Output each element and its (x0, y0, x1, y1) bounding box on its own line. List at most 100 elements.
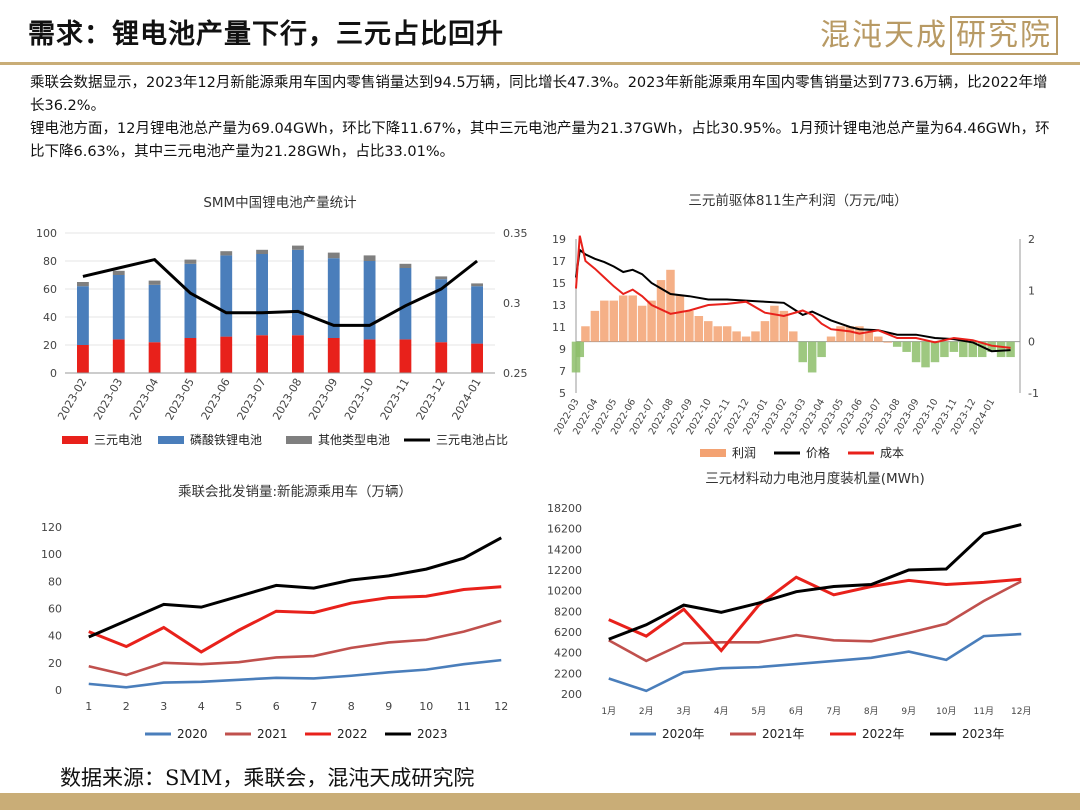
profit-bar (826, 336, 836, 342)
profit-bar (694, 316, 704, 342)
x-tick-label: 2023-04 (127, 376, 161, 422)
x-tick-label: 12月 (1011, 706, 1031, 717)
chart-svg: 三元前驱体811生产利润（万元/吨）5791113151719-10122022… (552, 192, 1039, 460)
legend-item-label: 2023年 (962, 727, 1005, 741)
profit-bar (817, 341, 826, 358)
x-tick-label: 4月 (714, 706, 729, 717)
y2-tick-label: 0 (1028, 336, 1035, 349)
profit-bar (760, 321, 770, 342)
legend-item-label: 2020 (177, 727, 208, 741)
bar-磷酸铁锂电池 (363, 261, 376, 340)
bar-磷酸铁锂电池 (471, 286, 483, 344)
logo-main: 混沌天成 (820, 18, 948, 53)
x-tick-label: 2023-09 (306, 376, 340, 422)
legend-item-label: 磷酸铁锂电池 (190, 432, 262, 447)
bar-三元电池 (292, 335, 304, 373)
y-tick-label: 11 (552, 321, 566, 334)
y-tick-label: 8200 (554, 605, 582, 618)
profit-bar (911, 341, 921, 363)
bar-其他类型电池 (363, 255, 376, 261)
profit-bar (741, 336, 751, 342)
profit-bar (836, 326, 845, 342)
title-rule (0, 62, 1080, 65)
y-tick-label: 120 (41, 521, 62, 534)
chart-title: 三元材料动力电池月度装机量(MWh) (705, 471, 925, 487)
x-tick-label: 8 (348, 700, 355, 713)
y-tick-label: 15 (552, 277, 566, 290)
y-tick-label: 10200 (547, 585, 582, 598)
y-tick-label: 40 (43, 311, 57, 324)
intro-paragraph-battery: 锂电池方面，12月锂电池总产量为69.04GWh，环比下降11.67%，其中三元… (30, 121, 1050, 160)
y-tick-label: 18200 (547, 502, 582, 515)
x-tick-label: 2023-08 (270, 376, 304, 422)
bar-其他类型电池 (148, 280, 161, 285)
profit-bar (864, 331, 874, 342)
line-价格 (575, 248, 1011, 353)
ncm-installs-chart: 三元材料动力电池月度装机量(MWh) 200 2200 4200 6200 8200 102… (540, 465, 1070, 750)
x-tick-label: 2 (123, 700, 130, 713)
profit-bar (666, 269, 675, 342)
legend-item-label: 其他类型电池 (318, 433, 390, 447)
bar-其他类型电池 (220, 251, 233, 256)
line-2020 (88, 658, 502, 689)
precursor-profit-chart: 三元前驱体811生产利润（万元/吨） 5 7 9 11 13 15 17 19 -1 0 1 2 2022… (540, 185, 1070, 460)
profit-bar (571, 341, 581, 373)
intro-paragraph-sales: 乘联会数据显示，2023年12月新能源乘用车国内零售销量达到94.5万辆，同比增… (30, 75, 1048, 114)
bar-三元电池 (148, 342, 161, 373)
x-tick-label: 4 (198, 700, 205, 713)
profit-bar (977, 341, 987, 358)
bar-其他类型电池 (399, 263, 412, 268)
profit-bar (996, 341, 1006, 358)
profit-bar (798, 341, 807, 363)
bar-其他类型电池 (112, 270, 125, 275)
profit-bar (940, 341, 949, 358)
profit-bar (949, 341, 959, 352)
profit-bar (675, 295, 685, 342)
bar-磷酸铁锂电池 (112, 275, 125, 340)
y-tick-label: 0 (50, 367, 57, 380)
x-tick-label: 2023-10 (342, 376, 376, 422)
profit-bar (874, 336, 883, 342)
legend-item-label: 价格 (806, 445, 830, 460)
bar-三元电池 (327, 338, 340, 373)
profit-bar (1006, 341, 1015, 358)
y-tick-label: 2200 (554, 667, 582, 680)
y-tick-label: 200 (561, 688, 582, 701)
x-tick-label: 9月 (901, 706, 916, 717)
x-tick-label: 8月 (864, 706, 879, 717)
y-tick-label: 100 (41, 548, 62, 561)
profit-bar (628, 295, 637, 342)
legend-item-label: 2023 (417, 727, 448, 741)
bar-三元电池 (184, 338, 197, 373)
y-tick-label: 5 (559, 387, 566, 400)
y2-tick-label: 0.3 (503, 297, 521, 310)
legend-item-label: 成本 (880, 446, 904, 460)
logo-boxed: 研究院 (950, 16, 1058, 55)
y-tick-label: 4200 (554, 647, 582, 660)
line-2022 (88, 585, 502, 654)
profit-bar (807, 341, 817, 373)
profit-bar (845, 326, 855, 342)
y-tick-label: 20 (43, 339, 57, 352)
profit-bar (637, 305, 647, 342)
profit-bar (959, 341, 968, 358)
legend-item-label: 利润 (732, 446, 756, 460)
bar-三元电池 (256, 335, 268, 373)
x-tick-label: 11 (457, 700, 471, 713)
legend-item-label: 2021 (257, 727, 288, 741)
x-tick-label: 5月 (751, 706, 766, 717)
profit-bar (789, 331, 798, 342)
profit-bar (685, 310, 694, 342)
profit-bar (600, 300, 609, 342)
y2-tick-label: -1 (1028, 387, 1039, 400)
x-tick-label: 9 (385, 700, 392, 713)
x-tick-label: 2023-07 (234, 376, 268, 422)
x-tick-label: 2月 (639, 706, 654, 717)
y2-tick-label: 0.35 (503, 227, 528, 240)
y2-tick-label: 2 (1028, 233, 1035, 246)
line-2023 (88, 536, 502, 639)
profit-bar (656, 280, 666, 342)
y-tick-label: 60 (48, 603, 62, 616)
y-tick-label: 80 (43, 255, 57, 268)
bar-三元电池 (220, 336, 233, 373)
